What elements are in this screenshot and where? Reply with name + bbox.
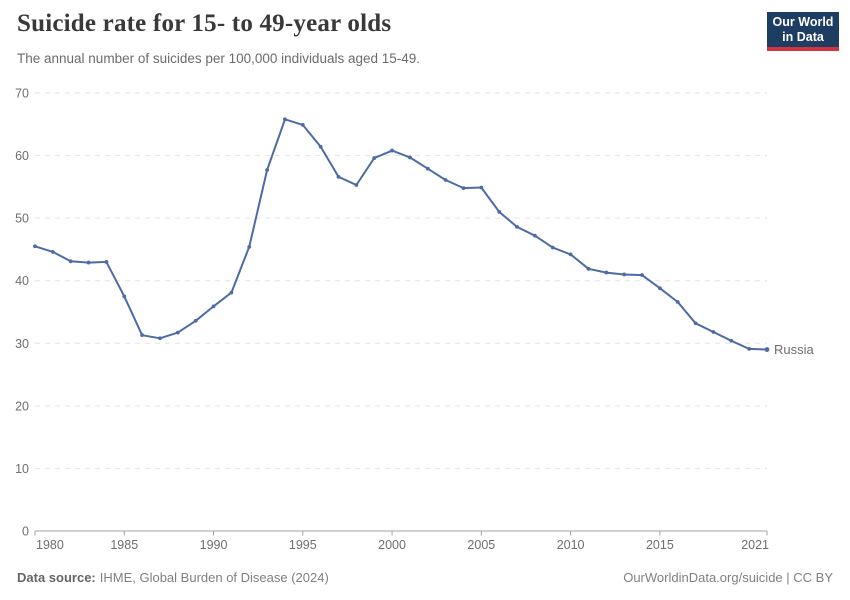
data-point [657,286,662,291]
data-point [265,168,269,172]
data-point [711,330,716,334]
data-point [408,155,412,160]
data-point [586,266,591,271]
data-point [729,338,734,343]
data-point [425,166,430,171]
data-point [283,117,287,122]
series-end-label[interactable]: Russia [774,342,815,357]
x-axis-label: 1985 [110,538,138,552]
data-point [515,225,519,229]
x-axis-label: 2021 [741,538,769,552]
data-point [33,244,37,249]
x-axis-label: 1980 [36,538,64,552]
x-axis-label: 2015 [646,538,674,552]
data-point [122,294,127,299]
chart-footer: Data source: IHME, Global Burden of Disea… [17,570,833,585]
y-axis-label: 10 [15,462,29,476]
data-point [497,209,502,214]
data-point [550,245,555,250]
data-point [300,123,305,127]
x-axis-label: 2005 [467,538,495,552]
data-point [193,318,198,323]
x-axis-label: 2010 [557,538,585,552]
owid-logo[interactable]: Our World in Data [767,12,839,51]
data-source-label: Data source: [17,570,96,585]
data-point [747,347,752,351]
data-point [104,260,109,264]
data-point [140,333,145,338]
data-point [211,304,216,309]
page-title: Suicide rate for 15- to 49-year olds [17,10,392,37]
data-point [568,252,573,257]
data-point [533,233,537,238]
data-point [318,144,323,149]
x-axis-label: 1995 [289,538,317,552]
y-axis-label: 50 [15,212,29,226]
data-point [640,273,644,277]
data-point [158,336,162,341]
data-point [229,290,234,295]
y-axis-label: 0 [22,525,29,539]
data-point [86,260,91,265]
data-point [50,250,55,254]
data-point [336,174,341,179]
data-point [354,183,359,187]
data-source-text: IHME, Global Burden of Disease (2024) [99,570,329,585]
data-source: Data source: IHME, Global Burden of Disea… [17,570,329,585]
data-point [175,330,180,335]
data-point [443,178,448,182]
y-axis-label: 30 [15,337,29,351]
y-axis-label: 40 [15,274,29,288]
data-point [372,156,377,160]
data-point [693,321,698,326]
data-point [68,259,73,264]
data-point [390,148,394,153]
y-axis-label: 20 [15,399,29,413]
series-end-marker [764,347,770,352]
credit-link[interactable]: OurWorldinData.org/suicide | CC BY [623,570,833,585]
data-point [479,185,484,190]
x-axis-label: 1990 [200,538,228,552]
data-point [604,270,609,275]
data-point [461,186,466,191]
series-line [34,118,768,351]
logo-line-1: Our World [772,14,834,29]
chart-subtitle: The annual number of suicides per 100,00… [17,51,421,66]
y-axis-label: 60 [15,149,29,163]
x-axis-label: 2000 [378,538,406,552]
data-point [622,272,627,277]
data-point [247,245,252,249]
y-axis-label: 70 [15,87,29,101]
logo-line-2: in Data [782,29,824,44]
data-point [675,300,680,304]
